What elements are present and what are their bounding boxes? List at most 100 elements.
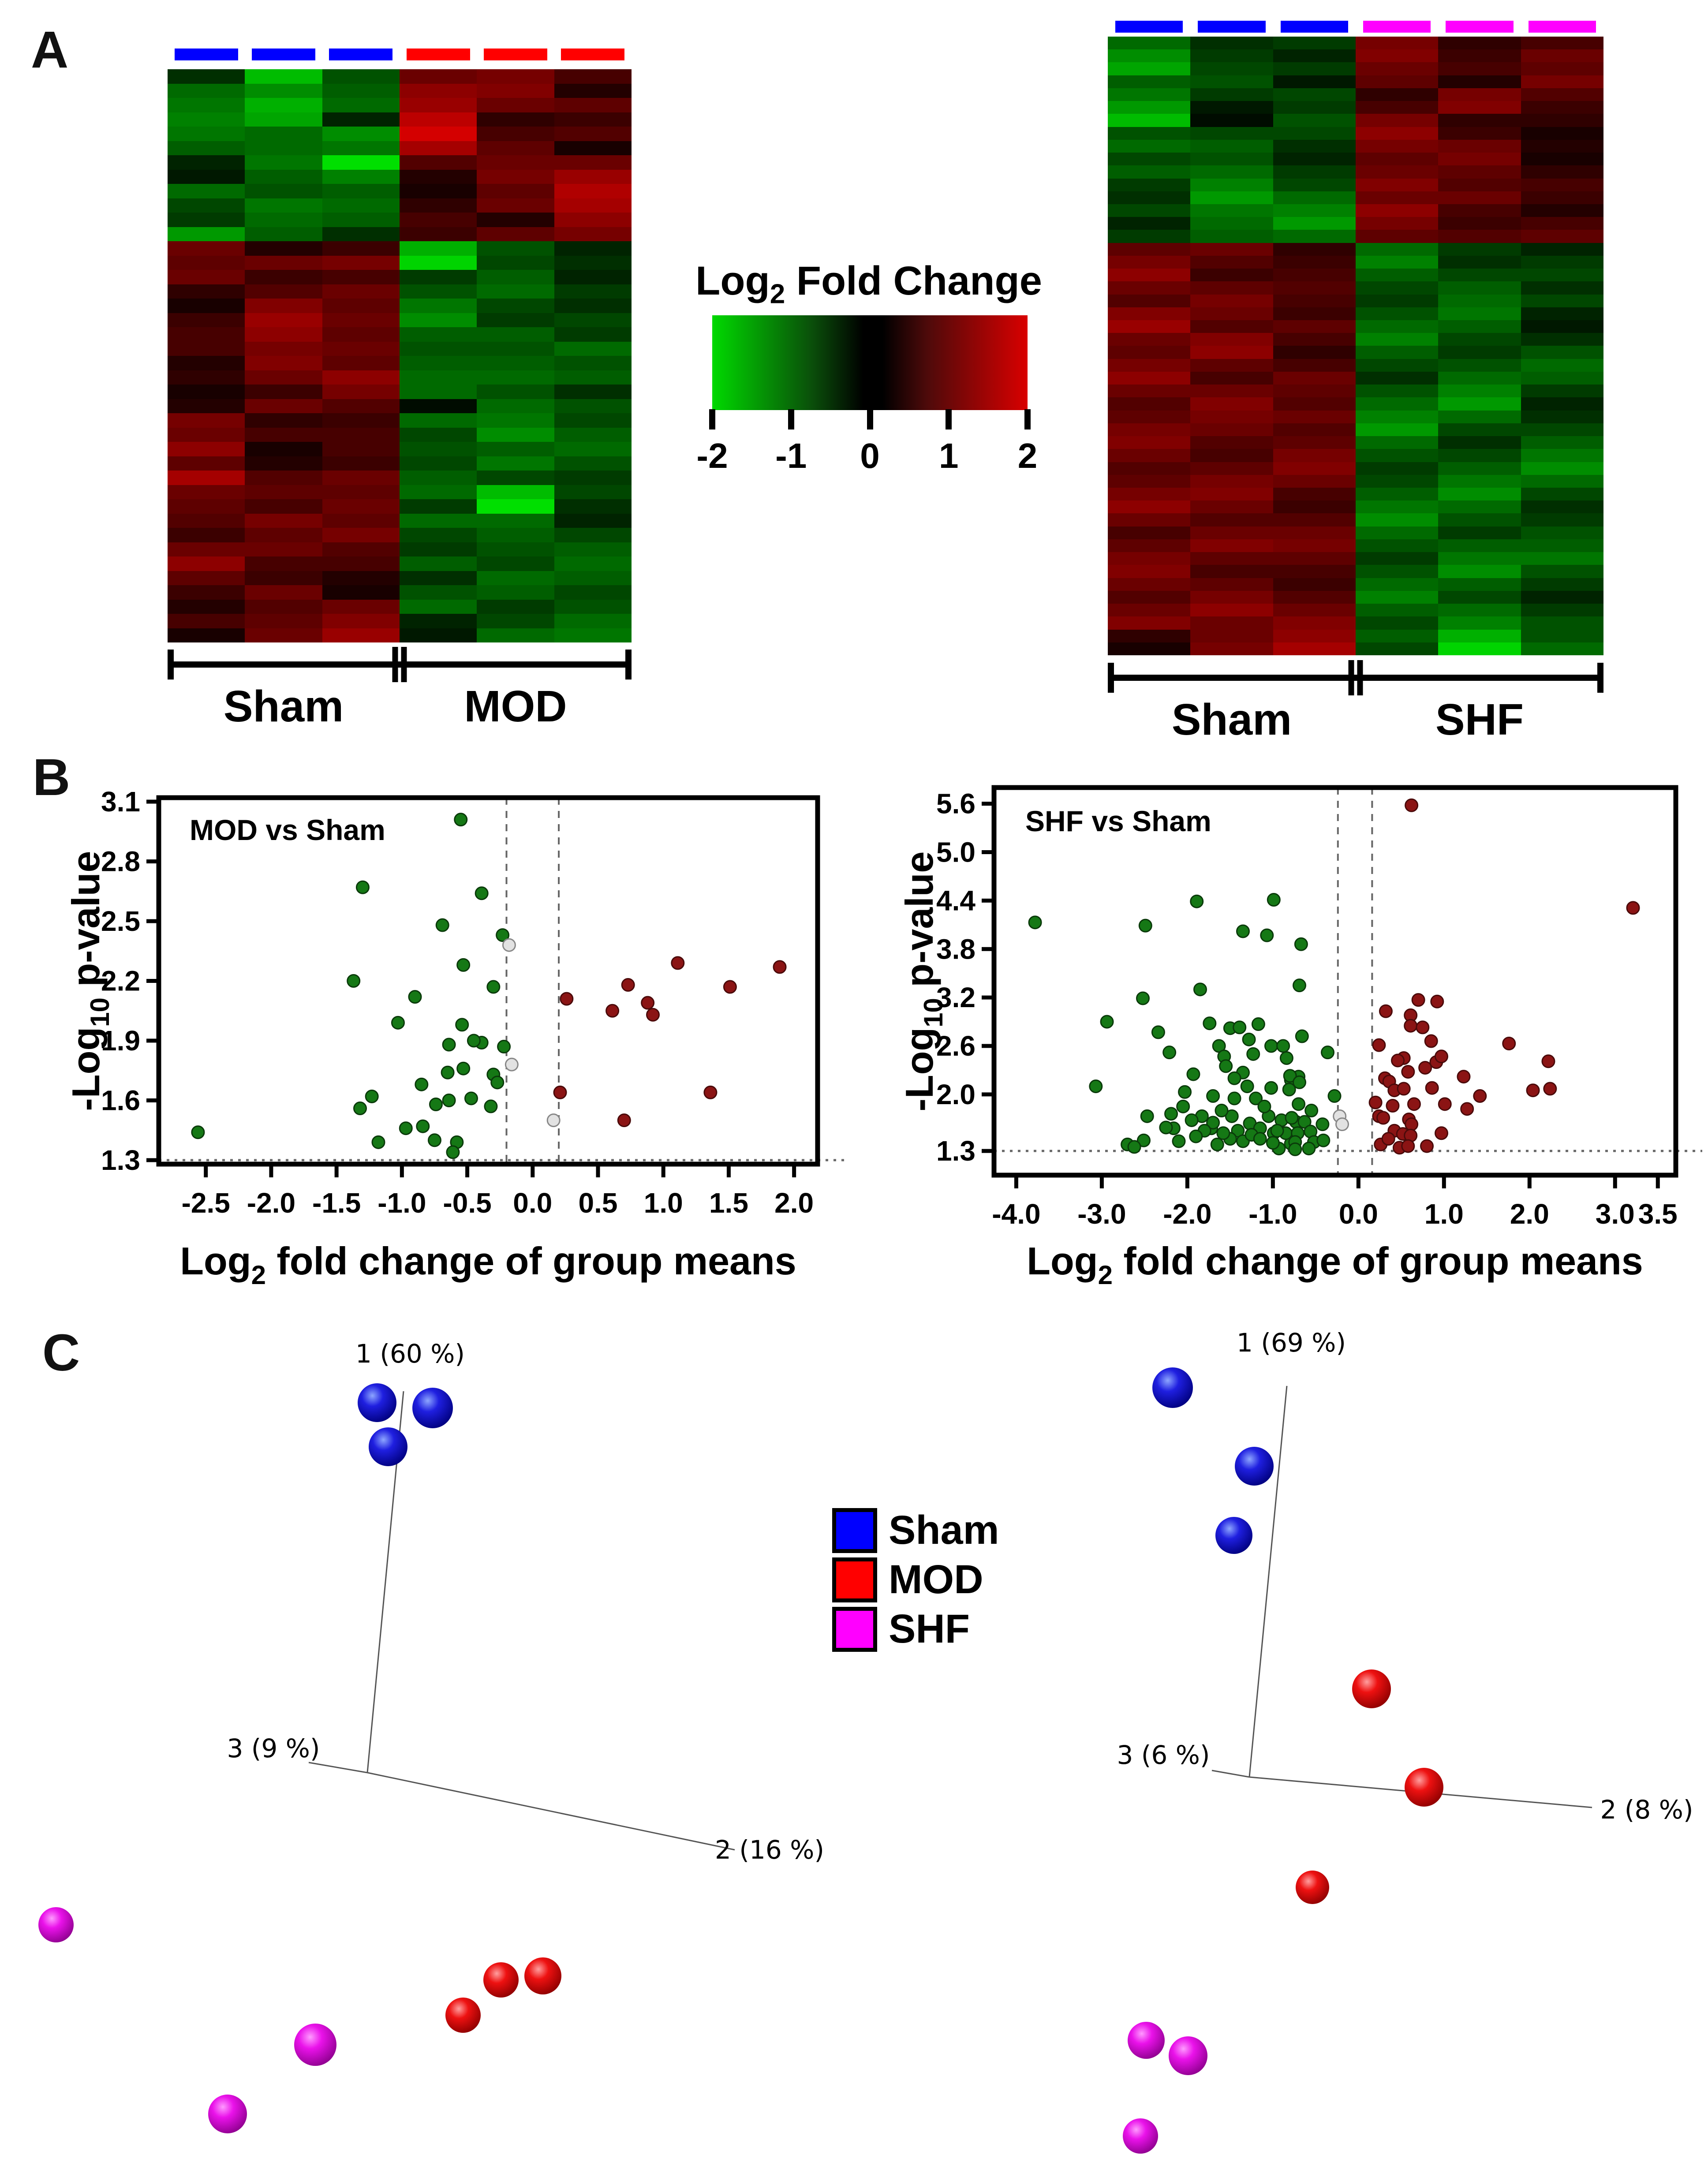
heatmap-cell [168,542,245,556]
heatmap-cell [1438,269,1521,282]
data-point-up [1430,994,1444,1008]
data-point-up [1420,1139,1434,1153]
heatmap-cell [1273,500,1356,514]
heatmap-cell [1438,604,1521,617]
heatmap-cell [1438,281,1521,295]
data-point-down [1190,894,1204,908]
heatmap-cell [399,614,477,628]
heatmap-cell [322,427,400,442]
x-tick-label: 1.0 [1424,1198,1464,1230]
y-tick-label: 3.8 [936,933,975,965]
heatmap-cell [1273,101,1356,114]
data-point-down [353,1102,367,1116]
heatmap-cell [1355,320,1439,333]
heatmap-cell [554,313,632,327]
data-point-down [1227,1091,1241,1105]
heatmap-cell [399,112,477,127]
heatmap-cell [1273,165,1356,179]
pca-plot-pca_right: 1 (69 %) 2 (8 %) 3 (6 %) [1117,1328,1693,2154]
heatmap-cell [1355,449,1439,462]
heatmap-cell [1355,49,1439,63]
heatmap-cell [168,399,245,413]
heatmap-cell [322,313,400,327]
y-tick-label: 2.5 [101,905,140,937]
heatmap-cell [1273,191,1356,204]
heatmap-cell [245,270,322,284]
heatmap-cell [1521,565,1603,578]
heatmap-cell [1355,513,1439,527]
heatmap-cell [1521,37,1603,50]
data-point-up [646,1008,660,1022]
heatmap-cell [1355,243,1439,256]
heatmap-cell [554,155,632,170]
heatmap-cell [477,98,554,112]
y-tick-label: 2.0 [936,1079,975,1110]
heatmap-cell [322,284,400,299]
colorbar-tick-label: 1 [939,436,959,475]
heatmap-cell [1438,526,1521,539]
x-tick-label: -0.5 [443,1187,491,1219]
heatmap-cell [1273,629,1356,642]
heatmap-cell [1108,294,1191,307]
heatmap-cell [245,413,322,428]
heatmap-cell [245,198,322,213]
heatmap-cell [245,184,322,198]
heatmap-cell [1108,539,1191,553]
heatmap-cell [477,528,554,542]
heatmap-cell [1355,255,1439,269]
heatmap-cell [554,169,632,184]
heatmap-cell [1521,436,1603,449]
heatmap-cell [399,456,477,471]
heatmap-cell [245,471,322,485]
heatmap-cell [1108,371,1191,385]
heatmap-cell [554,299,632,313]
pca-sphere-Sham [1152,1367,1193,1408]
pca-sphere-Sham [1215,1517,1252,1554]
heatmap-cell [1355,269,1439,282]
heatmap-cell [1521,604,1603,617]
heatmap-cell [168,241,245,256]
heatmap-cell [399,556,477,571]
heatmap-cell [1190,62,1273,75]
pca-sphere-SHF [38,1907,74,1942]
heatmap-cell [168,385,245,399]
data-point-down [1172,1134,1186,1148]
data-point-down [1242,1032,1256,1046]
data-point-down [1251,1017,1265,1031]
data-point-down [429,1098,443,1112]
heatmap-cell [554,628,632,642]
heatmap-cell [1521,333,1603,346]
heatmap-cell [1521,474,1603,488]
heatmap-cell [1438,590,1521,604]
pca-sphere-MOD [483,1962,519,1998]
heatmap-cell [1438,488,1521,501]
heatmap-cell [168,413,245,428]
heatmap-cell [477,141,554,155]
heatmap-cell [1108,474,1191,488]
heatmap-cell [1190,346,1273,359]
heatmap-cell [168,585,245,600]
heatmap-cell [1108,642,1191,655]
data-point-up [1407,1097,1421,1111]
heatmap-cell [554,255,632,270]
heatmap-cell [1190,488,1273,501]
heatmap-cell [245,299,322,313]
heatmap-cell [477,83,554,98]
data-point-down [1127,1140,1141,1154]
heatmap-cell [1273,127,1356,140]
heatmap-cell [1438,642,1521,655]
heatmap-cell [168,427,245,442]
heatmap-cell [245,442,322,456]
heatmap-cell [477,485,554,499]
heatmap-cell [1190,358,1273,372]
heatmap-cell [1355,307,1439,321]
data-point-up [1418,1060,1432,1075]
heatmap-cell [1521,397,1603,411]
heatmap-cell [1190,333,1273,346]
group-dash [1363,21,1431,33]
heatmap-cell [399,571,477,585]
heatmap-cell [168,442,245,456]
heatmap-cell [1108,423,1191,437]
heatmap-cell [168,227,245,241]
heatmap-cell [1438,62,1521,75]
